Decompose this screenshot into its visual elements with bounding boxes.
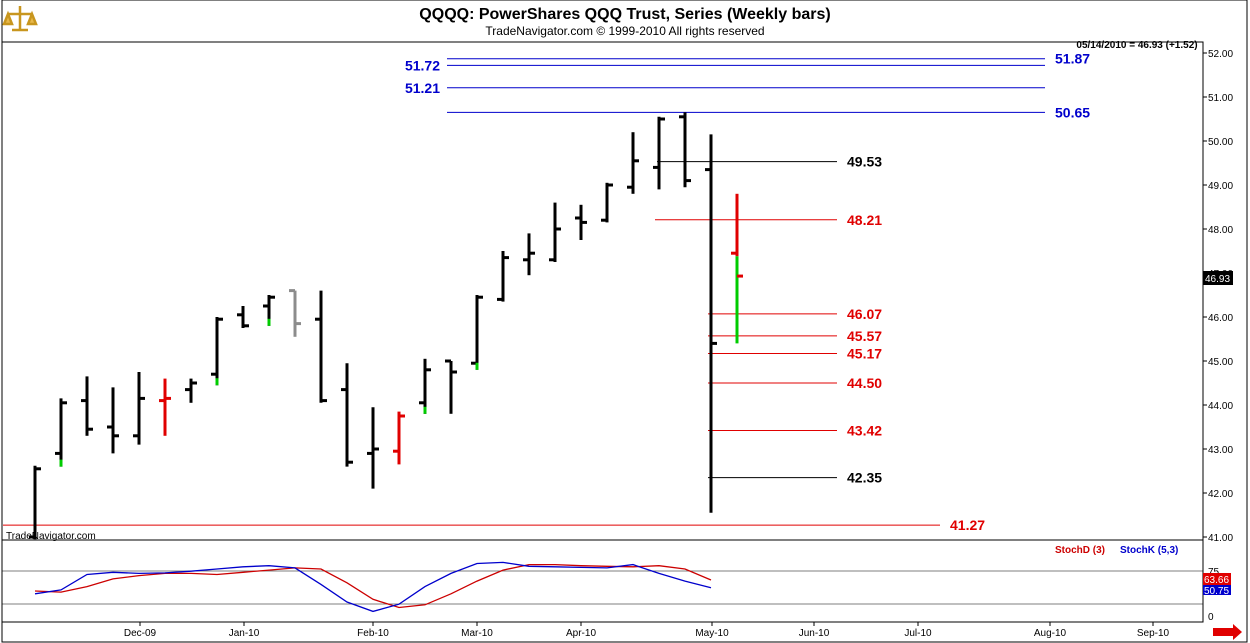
level-label: 48.21 (847, 212, 882, 228)
price-bar (159, 378, 171, 436)
legend-stochk: StochK (5,3) (1120, 545, 1178, 556)
stochd-end-tag: 63.66 (1203, 573, 1231, 586)
gold-scale-logo-icon[interactable] (2, 3, 38, 35)
price-tick-label: 51.00 (1208, 93, 1233, 104)
level-label: 44.50 (847, 375, 882, 391)
time-tick-label: Jul-10 (904, 628, 932, 639)
time-tick-label: Apr-10 (566, 628, 596, 639)
time-tick-label: Sep-10 (1137, 628, 1170, 639)
price-bar (549, 202, 561, 262)
price-bar (315, 290, 327, 403)
price-tick-label: 52.00 (1208, 49, 1233, 60)
svg-text:50.75: 50.75 (1204, 586, 1229, 597)
price-bar (601, 182, 613, 223)
price-axis: 41.0042.0043.0044.0045.0046.0047.0048.00… (1203, 49, 1233, 544)
price-tick-label: 45.00 (1208, 357, 1233, 368)
price-tick-label: 49.00 (1208, 181, 1233, 192)
price-bars (29, 112, 743, 540)
time-tick-label: May-10 (695, 628, 729, 639)
price-tick-label: 42.00 (1208, 489, 1233, 500)
level-label: 51.72 (405, 57, 440, 73)
price-bar (419, 358, 431, 414)
stochastic-lines (34, 561, 712, 613)
level-label: 51.21 (405, 80, 440, 96)
price-bar (133, 372, 145, 445)
time-tick-label: Jun-10 (799, 628, 830, 639)
stoch-tick-0: 0 (1208, 612, 1214, 623)
time-tick-label: Jan-10 (229, 628, 260, 639)
level-label: 51.87 (1055, 51, 1090, 67)
price-tick-label: 44.00 (1208, 401, 1233, 412)
time-tick-label: Dec-09 (124, 628, 157, 639)
legend-stochd: StochD (3) (1055, 545, 1105, 556)
red-right-arrow-icon[interactable] (1213, 624, 1242, 640)
time-tick-label: Feb-10 (357, 628, 389, 639)
copyright-subtitle: TradeNavigator.com © 1999-2010 All right… (485, 24, 764, 38)
time-tick-label: Mar-10 (461, 628, 493, 639)
level-label: 46.07 (847, 306, 882, 322)
price-tick-label: 41.00 (1208, 533, 1233, 544)
level-label: 45.57 (847, 328, 882, 344)
stochk-end-tag: 50.75 (1203, 585, 1231, 597)
level-label: 49.53 (847, 154, 882, 170)
stochd-line (34, 563, 712, 609)
level-label: 43.42 (847, 423, 882, 439)
price-bar (263, 295, 275, 326)
level-label: 41.27 (950, 517, 985, 533)
price-bar (237, 306, 249, 328)
price-bar (185, 378, 197, 403)
price-bar (81, 376, 93, 436)
price-bar (575, 204, 587, 240)
last-price-tag: 46.93 (1203, 271, 1233, 285)
price-tick-label: 50.00 (1208, 137, 1233, 148)
watermark: TradeNavigator.com (6, 531, 96, 542)
time-axis: Dec-09 Jan-10 Feb-10 Mar-10 Apr-10 May-10 Jun-… (124, 622, 1170, 639)
price-bar (367, 407, 379, 489)
price-bar (653, 116, 665, 190)
price-bar (471, 295, 483, 370)
price-bar (341, 363, 353, 467)
price-bar (679, 112, 691, 188)
price-tick-label: 46.00 (1208, 313, 1233, 324)
stoch-tick-75: 75 (1208, 567, 1220, 578)
price-tick-label: 43.00 (1208, 445, 1233, 456)
chart-title: QQQQ: PowerShares QQQ Trust, Series (Wee… (419, 6, 830, 23)
stochk-line (34, 561, 712, 613)
price-bar (29, 465, 41, 540)
price-bar (523, 233, 535, 276)
price-bar (55, 398, 67, 467)
time-tick-label: Aug-10 (1034, 628, 1067, 639)
level-label: 50.65 (1055, 104, 1090, 120)
level-label: 42.35 (847, 470, 882, 486)
svg-text:63.66: 63.66 (1204, 575, 1229, 586)
price-bar (705, 134, 717, 513)
price-tick-label: 48.00 (1208, 225, 1233, 236)
last-quote: 05/14/2010 = 46.93 (+1.52) (1076, 40, 1197, 51)
price-bar (107, 387, 119, 454)
price-bar (393, 411, 405, 465)
price-bar (211, 317, 223, 386)
price-bar (627, 132, 639, 194)
price-bar (445, 359, 457, 414)
price-bar (289, 289, 301, 337)
svg-text:46.93: 46.93 (1205, 274, 1230, 285)
price-bar (731, 193, 743, 344)
level-lines: 51.87 51.72 51.21 50.65 49.53 48.21 46.07 45.57… (3, 51, 1090, 533)
level-label: 45.17 (847, 346, 882, 362)
price-bar (497, 251, 509, 302)
